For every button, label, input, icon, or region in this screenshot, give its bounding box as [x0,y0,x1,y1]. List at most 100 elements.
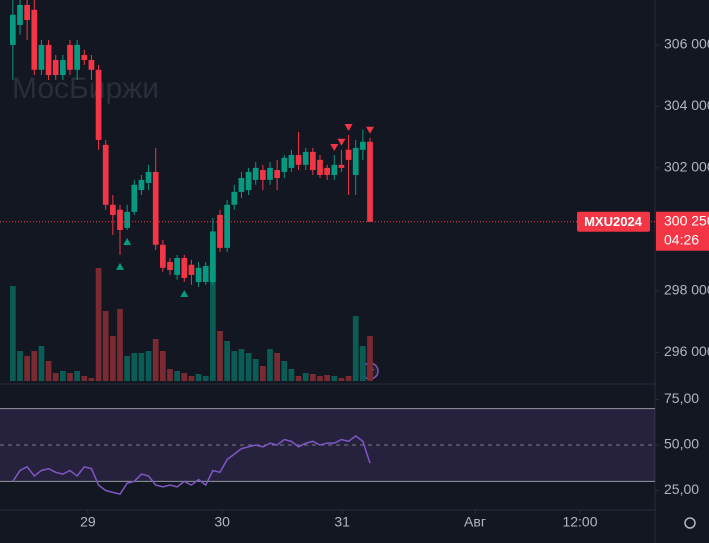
volume-bar [288,369,295,381]
symbol-label: MXU2024 [584,214,643,229]
candle-body [210,231,216,282]
volume-bar [10,286,16,381]
candle-body [302,151,309,165]
candle-body [317,159,323,175]
volume-bar [231,351,238,381]
volume-bar [181,373,188,381]
volume-bar [60,371,66,381]
volume-bar [331,376,338,381]
volume-bar [117,309,123,381]
volume-bar [102,311,109,381]
candle-body [110,204,116,215]
sell-signal [337,138,346,146]
volume-bar [145,351,152,381]
y-tick-label: 296 000 [664,343,709,359]
volume-bar [38,346,45,381]
volume-bar [360,346,366,381]
candle-body [95,69,102,140]
candle-body [331,164,338,175]
candle-body [231,191,238,205]
volume-bar [367,336,373,381]
symbol-badge [577,211,650,232]
volume-bar [281,361,288,381]
candle-body [238,178,245,192]
volume-bar [95,268,102,381]
watermark: МосБиржи [12,72,159,105]
volume-bar [52,373,59,381]
candle-body [24,4,30,20]
candle-body [324,167,330,175]
rsi-tick-label: 25,00 [664,481,699,497]
volume-bar [252,359,259,381]
x-tick-label: 29 [80,514,96,530]
candle-body [310,151,316,171]
candle-body [345,149,352,160]
candle-body [88,59,95,70]
candle-body [52,59,59,76]
volume-bar [217,331,223,381]
sell-signal [366,126,374,134]
candle-body [267,167,273,180]
candle-body [360,141,366,150]
volume-bar [352,316,359,381]
candle-body [188,264,195,275]
candle-body [102,144,109,205]
volume-bar [195,374,202,381]
buy-signal [123,238,132,246]
sell-signal [330,143,339,151]
volume-bar [124,356,130,381]
candle-body [367,141,373,222]
candle-body [17,4,23,25]
candle-body [81,55,88,60]
volume-bar [238,349,245,381]
candle-body [174,257,180,275]
candle-body [245,171,252,191]
volume-bar [317,376,323,381]
price-badge [656,211,709,251]
candle-body [38,44,45,70]
rsi-line [12,434,371,496]
rsi-tick-label: 50,00 [664,436,699,452]
volume-bar [260,366,266,381]
volume-bar [24,356,30,381]
candle-body [67,44,73,70]
candle-body [288,154,295,168]
candle-body [260,170,266,180]
y-tick-label: 306 000 [664,36,709,52]
y-tick-label: 304 000 [664,97,709,113]
candle-body [195,267,202,282]
settings-icon[interactable] [684,517,696,529]
candle-body [160,244,166,268]
buy-signal [180,289,189,297]
candle-body [181,257,188,278]
volume-bar [295,376,302,381]
candle-body [281,157,288,172]
volume-bar [88,378,95,381]
volume-bar [17,351,23,381]
candle-body [274,170,280,179]
candle-body [74,44,80,70]
x-tick-label: 31 [334,514,350,530]
volume-bar [274,353,280,381]
y-tick-label: 302 000 [664,159,709,175]
candle-body [10,14,16,45]
volume-bar [81,376,88,381]
volume-bar [45,361,52,381]
candle-body [202,265,209,282]
x-tick-label: 30 [214,514,230,530]
candle-body [252,167,259,180]
candle-body [31,9,38,70]
volume-bar [245,353,252,381]
rsi-tick-label: 75,00 [664,390,699,406]
volume-bar [110,336,116,381]
volume-bar [188,376,195,381]
candle-body [295,154,302,165]
y-tick-label: 298 000 [664,282,709,298]
candle-body [131,184,138,212]
candle-body [338,164,345,168]
candle-body [167,261,173,270]
volume-bar [160,351,166,381]
candle-body [60,59,66,76]
sell-signal [344,123,353,131]
x-tick-label: 12:00 [562,514,597,530]
